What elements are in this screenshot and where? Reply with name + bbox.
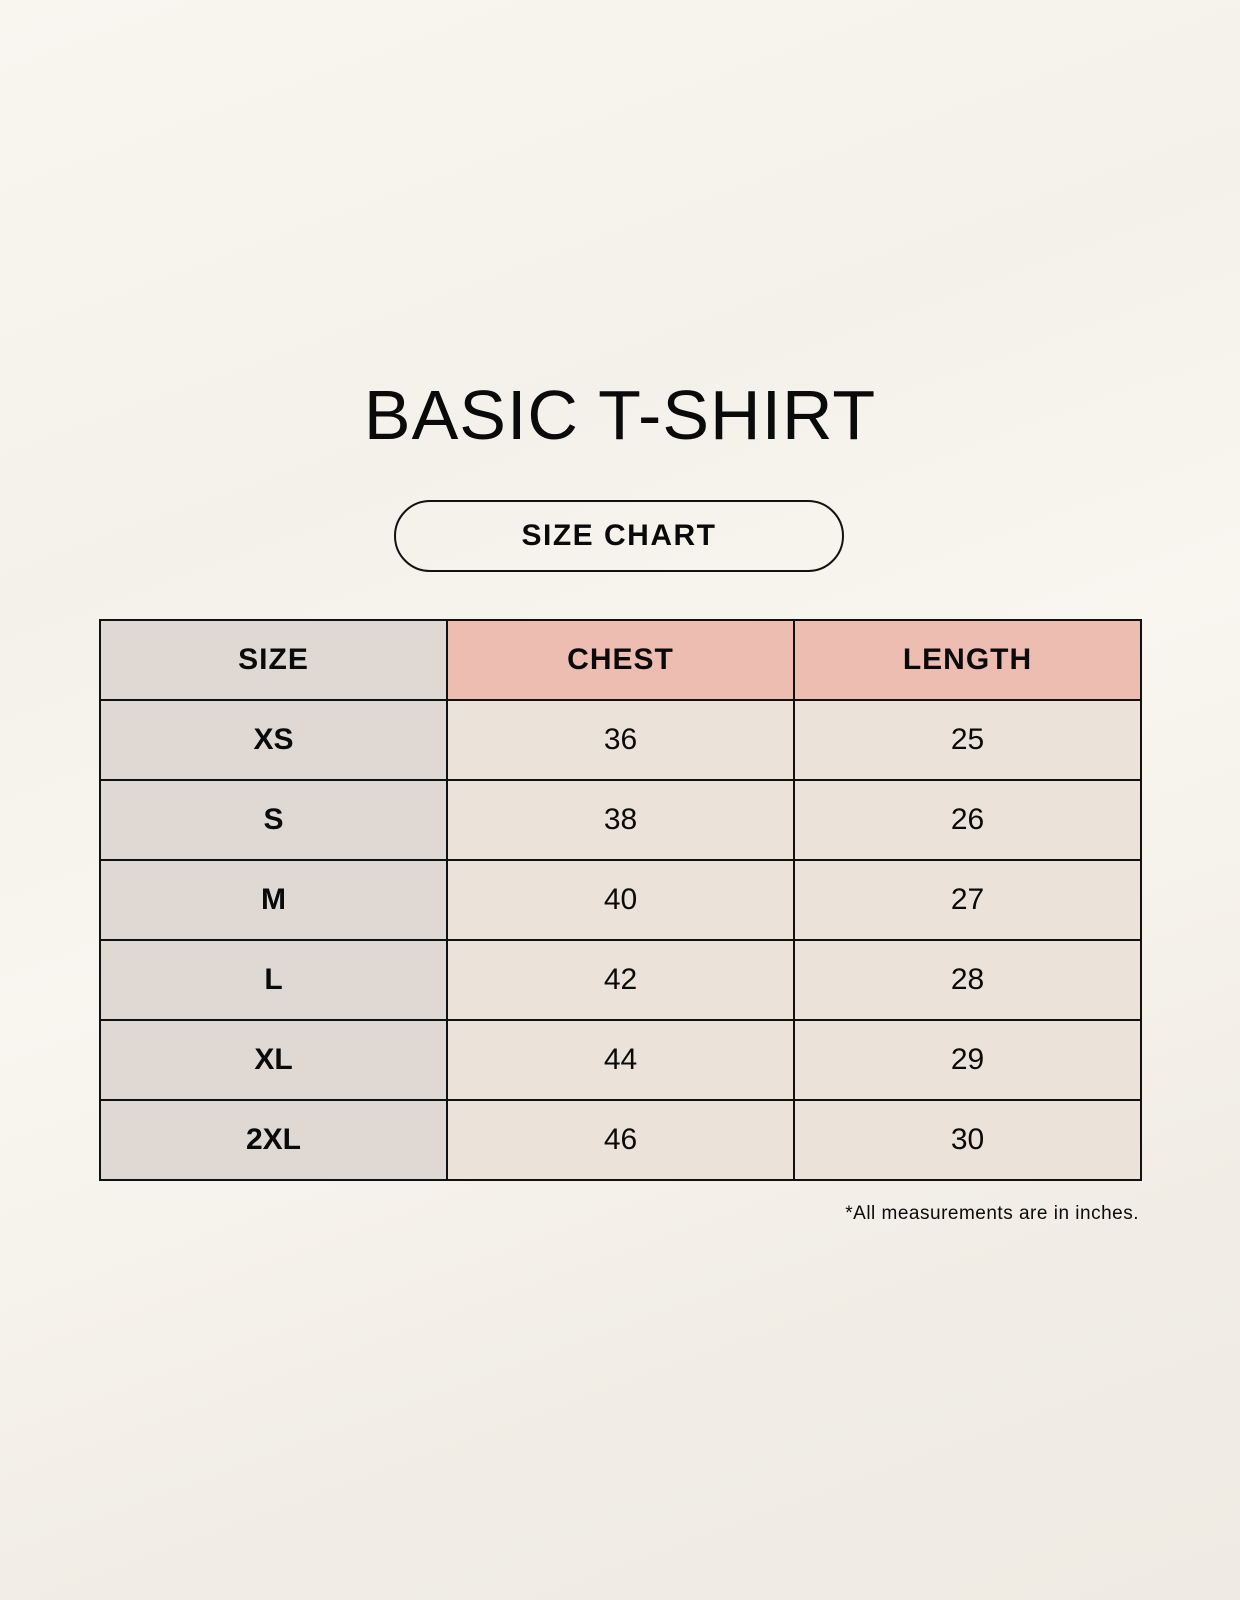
table-row: M 40 27 xyxy=(99,859,1142,941)
measurement-note: *All measurements are in inches. xyxy=(845,1203,1139,1224)
header-length: LENGTH xyxy=(793,619,1142,701)
size-chart-label: SIZE CHART xyxy=(394,500,844,572)
table-row: XS 36 25 xyxy=(99,699,1142,781)
cell-length: 28 xyxy=(793,939,1142,1021)
cell-chest: 42 xyxy=(446,939,795,1021)
cell-size: XL xyxy=(99,1019,448,1101)
cell-size: 2XL xyxy=(99,1099,448,1181)
size-table: SIZE CHEST LENGTH XS 36 25 S 38 26 M 40 27 L 42 28 X… xyxy=(99,619,1142,1181)
cell-size: XS xyxy=(99,699,448,781)
page-title: BASIC T-SHIRT xyxy=(363,376,877,454)
table-row: S 38 26 xyxy=(99,779,1142,861)
cell-chest: 38 xyxy=(446,779,795,861)
cell-length: 25 xyxy=(793,699,1142,781)
cell-length: 26 xyxy=(793,779,1142,861)
table-header-row: SIZE CHEST LENGTH xyxy=(99,619,1142,701)
cell-size: L xyxy=(99,939,448,1021)
header-chest: CHEST xyxy=(446,619,795,701)
cell-size: M xyxy=(99,859,448,941)
cell-chest: 40 xyxy=(446,859,795,941)
cell-chest: 46 xyxy=(446,1099,795,1181)
cell-length: 27 xyxy=(793,859,1142,941)
table-row: L 42 28 xyxy=(99,939,1142,1021)
cell-chest: 36 xyxy=(446,699,795,781)
header-size: SIZE xyxy=(99,619,448,701)
cell-chest: 44 xyxy=(446,1019,795,1101)
cell-size: S xyxy=(99,779,448,861)
table-row: XL 44 29 xyxy=(99,1019,1142,1101)
table-row: 2XL 46 30 xyxy=(99,1099,1142,1181)
cell-length: 30 xyxy=(793,1099,1142,1181)
cell-length: 29 xyxy=(793,1019,1142,1101)
